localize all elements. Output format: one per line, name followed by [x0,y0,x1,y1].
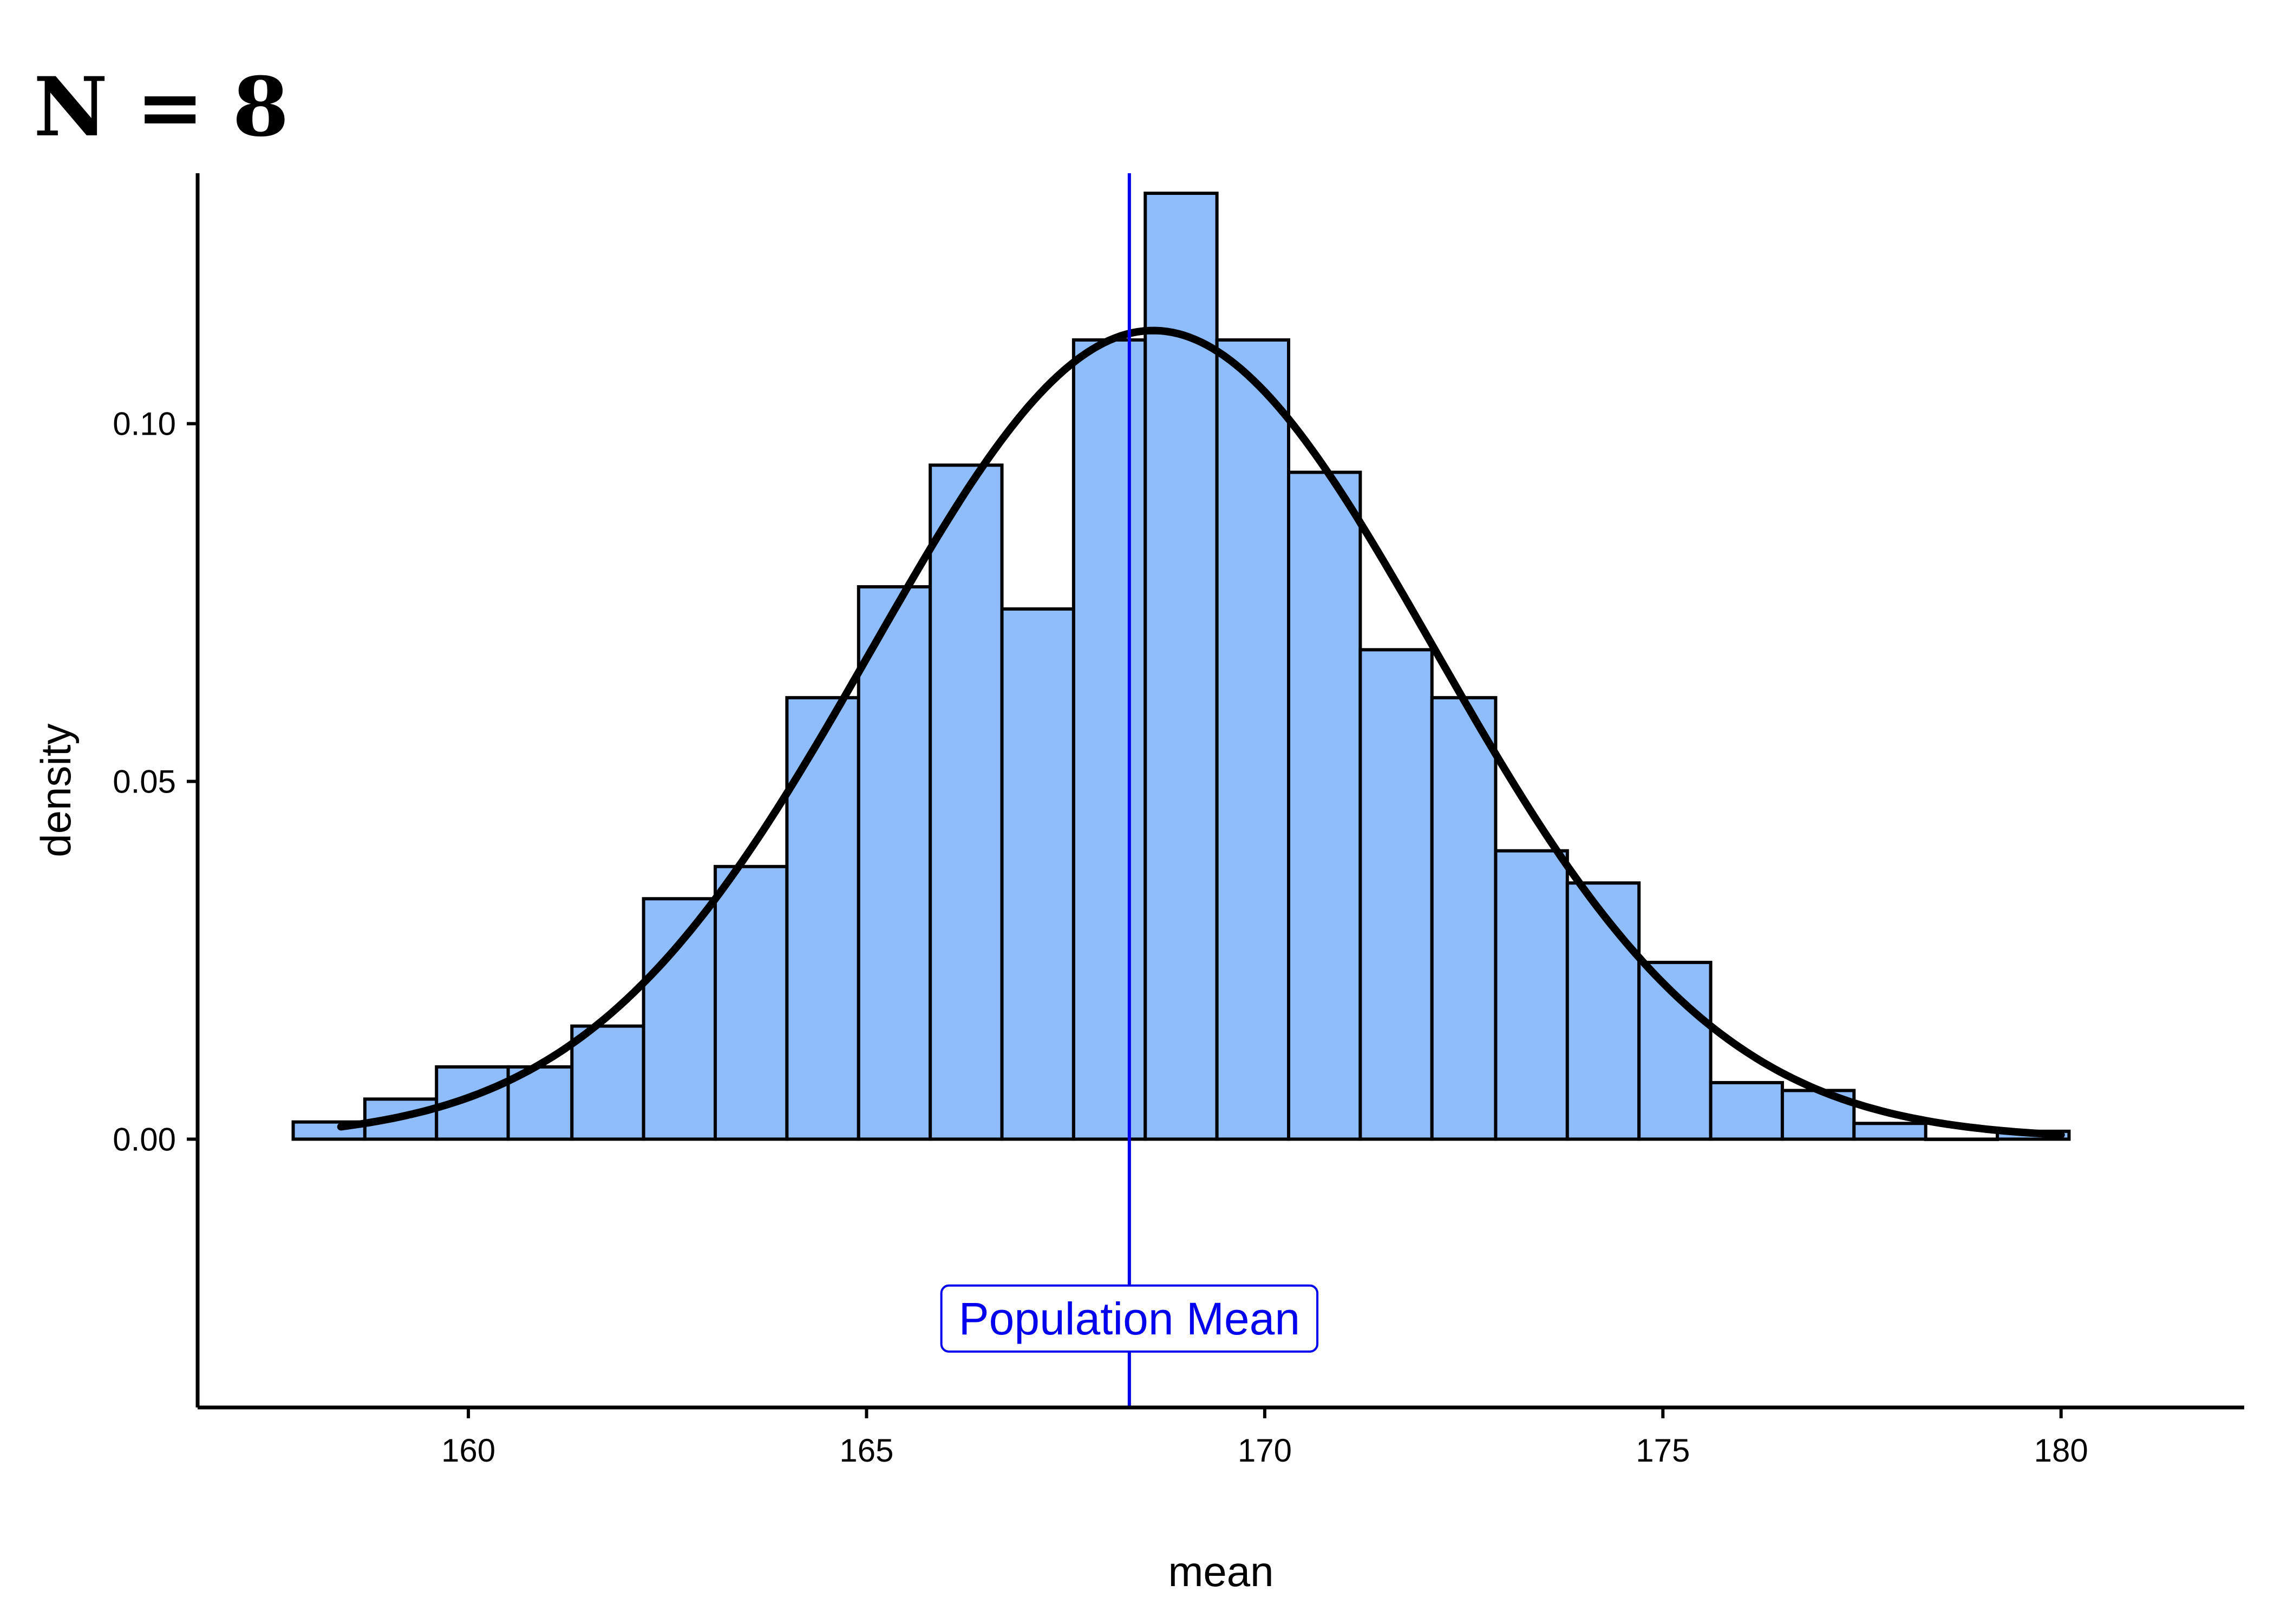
x-tick-label: 160 [441,1432,495,1469]
histogram-bar [929,463,1004,1141]
y-axis-title: density [32,723,80,857]
normal-curve-layer [337,326,2065,1139]
population-mean-label: Population Mean [940,1284,1319,1353]
histogram-bar [785,696,860,1141]
histogram-bar [1358,648,1434,1141]
chart-title: N = 8 [34,60,289,155]
histogram-bar [1000,607,1075,1141]
population-mean-layer: Population Mean [940,173,1319,1407]
histogram-bar [1852,1122,1927,1141]
population-mean-label-box [940,1284,1319,1353]
histogram-bar [1637,960,1713,1141]
histogram-bar [857,585,932,1141]
population-mean-label-text: Population Mean [959,1293,1300,1344]
histogram-bar [1143,192,1219,1141]
histogram-bar [1565,881,1641,1141]
x-axis-title: mean [1168,1548,1273,1595]
histogram-bar [714,865,789,1141]
x-tick-label: 165 [839,1432,893,1469]
y-tick-label: 0.00 [113,1121,176,1157]
histogram-bar [1071,338,1147,1141]
histogram-bar [570,1024,645,1141]
x-tick-label: 180 [2034,1432,2088,1469]
histogram-bar [1494,849,1569,1141]
histogram-bar [1709,1081,1784,1141]
y-tick-label: 0.05 [113,763,176,800]
normal-density-curve [337,326,2065,1139]
histogram-bar [1287,470,1362,1141]
y-tick-label: 0.10 [113,406,176,442]
histogram-bar [1215,338,1291,1141]
x-tick-label: 170 [1238,1432,1292,1469]
histogram-bar [642,897,717,1141]
histogram-bar [1430,696,1498,1141]
histogram-bar [1924,1137,1999,1141]
axes-layer: 160 165 170 175 180 0.00 0.05 0.10 [113,173,2244,1469]
x-tick-label: 175 [1636,1432,1690,1469]
